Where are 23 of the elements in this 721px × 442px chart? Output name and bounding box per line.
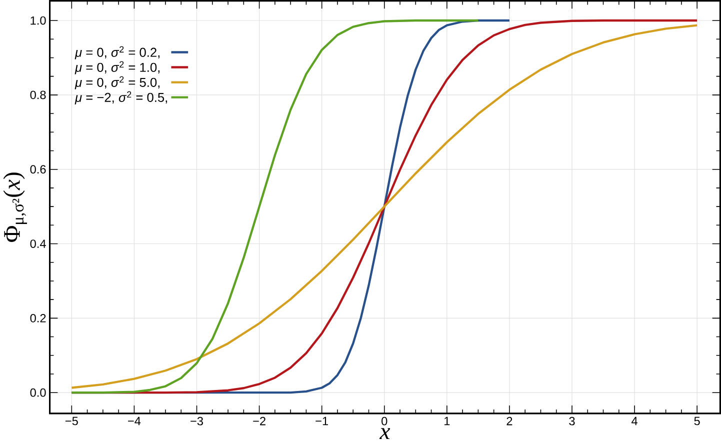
x-tick-label: −4: [128, 416, 141, 425]
legend-label: μ = 0, σ$^{2}$ = 5.0,: [74, 76, 160, 90]
y-tick-label: 0.4: [30, 239, 46, 248]
y-axis-title: Φ$_{μ,σ²}$(x): [3, 172, 27, 242]
legend-label: μ = 0, σ$^{2}$ = 0.2,: [74, 46, 160, 60]
x-tick-label: −3: [190, 416, 203, 426]
y-tick-label: 1.0: [30, 16, 46, 25]
x-tick-label: 1: [444, 416, 450, 425]
x-tick-label: 3: [569, 416, 575, 426]
y-tick-label: 0.6: [30, 164, 46, 174]
y-tick-label: 0.0: [30, 388, 46, 397]
y-tick-label: 0.8: [30, 90, 46, 99]
x-tick-label: 0: [382, 416, 388, 426]
x-tick-label: 4: [632, 416, 638, 425]
x-axis-title: x: [379, 428, 390, 439]
legend-label: μ = 0, σ$^{2}$ = 1.0,: [74, 61, 160, 74]
x-tick-label: 5: [694, 416, 700, 426]
x-tick-label: −1: [316, 416, 328, 425]
x-tick-label: −2: [253, 416, 266, 426]
legend-label: μ = −2, σ$^{2}$ = 0.5,: [74, 91, 168, 104]
x-tick-label: −5: [66, 416, 78, 426]
x-tick-label: 2: [506, 416, 512, 426]
y-tick-label: 0.2: [30, 314, 46, 322]
